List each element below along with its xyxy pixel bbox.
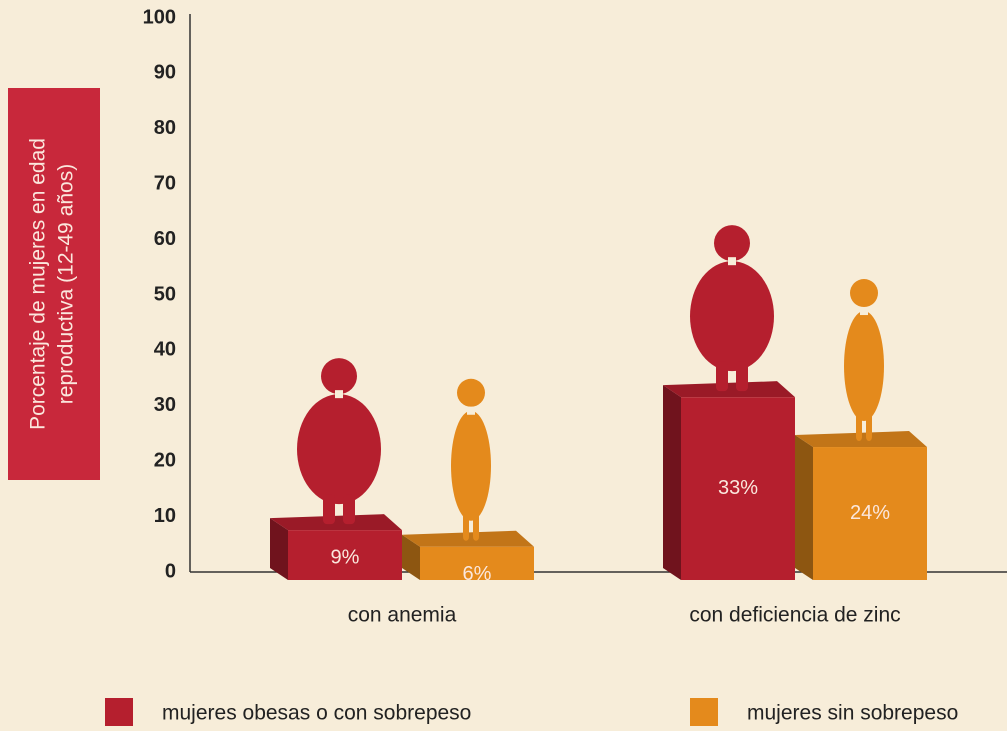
bar [813,447,927,580]
figure-neck [728,257,736,266]
y-tick-label: 90 [154,62,176,84]
legend-swatch [690,698,718,726]
bar-top [663,381,795,398]
x-tick-label: con deficiencia de zinc [689,604,900,627]
figure [297,358,381,525]
y-label: reproductiva (12-49 años) [55,164,78,404]
bar-side [270,518,288,580]
bar [420,546,534,580]
y-tick-label: 10 [154,505,176,527]
figure-leg [473,510,479,541]
value-label: 24% [850,502,890,524]
y-tick-label: 20 [154,449,176,471]
y-tick-label: 30 [154,394,176,416]
figure-body [451,410,491,521]
figure-head [321,358,357,395]
figure-neck [860,307,868,316]
figure-head [457,378,485,407]
bar-side [795,435,813,580]
figure-leg [323,494,335,525]
figure-body [690,261,774,372]
y-tick-label: 0 [165,560,176,582]
figure-leg [716,361,728,392]
value-label: 33% [718,477,758,499]
figure-leg [463,510,469,541]
figure-leg [736,361,748,392]
figure-leg [856,411,862,442]
figure-head [850,279,878,308]
figure-neck [335,390,343,399]
bar-side [663,385,681,580]
y-tick-label: 80 [154,117,176,139]
bar [288,530,402,580]
figure [844,279,884,442]
y-tick-label: 100 [143,6,176,28]
legend-label: mujeres obesas o con sobrepeso [162,702,471,725]
figure [690,225,774,392]
legend-swatch [105,698,133,726]
bar-side [402,534,420,580]
value-label: 6% [463,563,492,585]
value-label: 9% [331,546,360,568]
y-tick-label: 40 [154,339,176,361]
figure-body [297,394,381,505]
y-tick-label: 50 [154,283,176,305]
figure-leg [866,411,872,442]
figure [451,378,491,541]
y-tick-label: 70 [154,172,176,194]
figure-leg [343,494,355,525]
bar [681,397,795,580]
x-tick-label: con anemia [348,604,457,627]
figure-neck [467,406,475,415]
y-label-group: Porcentaje de mujeres en edad reproducti… [27,138,78,430]
figure-body [844,311,884,422]
bar-top [270,514,402,531]
y-label-box [8,88,100,480]
y-tick-label: 60 [154,228,176,250]
y-label: Porcentaje de mujeres en edad [27,138,50,430]
figure-head [714,225,750,262]
legend-label: mujeres sin sobrepeso [747,702,958,725]
